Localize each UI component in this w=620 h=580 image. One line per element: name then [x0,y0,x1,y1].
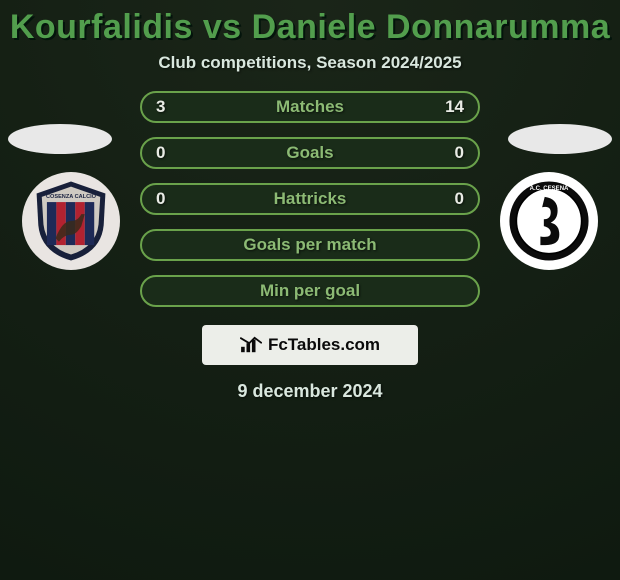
stat-row-goals-per-match: Goals per match [140,229,480,261]
subtitle: Club competitions, Season 2024/2025 [158,53,461,73]
page-title: Kourfalidis vs Daniele Donnarumma [10,8,610,47]
stat-label: Matches [276,97,344,117]
stat-row-matches: 3 Matches 14 [140,91,480,123]
stat-row-hattricks: 0 Hattricks 0 [140,183,480,215]
stat-row-goals: 0 Goals 0 [140,137,480,169]
site-attribution: FcTables.com [202,325,418,365]
stat-row-min-per-goal: Min per goal [140,275,480,307]
site-label: FcTables.com [268,335,380,355]
stats-bars: 3 Matches 14 0 Goals 0 0 Hattricks 0 Goa… [140,91,480,307]
stat-label: Hattricks [274,189,347,209]
stat-right-value: 0 [455,143,464,163]
stat-label: Goals per match [243,235,376,255]
barchart-icon [240,336,262,354]
stat-left-value: 0 [156,189,165,209]
stat-right-value: 14 [445,97,464,117]
stat-left-value: 0 [156,143,165,163]
date-text: 9 december 2024 [237,381,382,402]
stat-label: Min per goal [260,281,360,301]
stat-left-value: 3 [156,97,165,117]
stat-label: Goals [286,143,333,163]
stat-right-value: 0 [455,189,464,209]
